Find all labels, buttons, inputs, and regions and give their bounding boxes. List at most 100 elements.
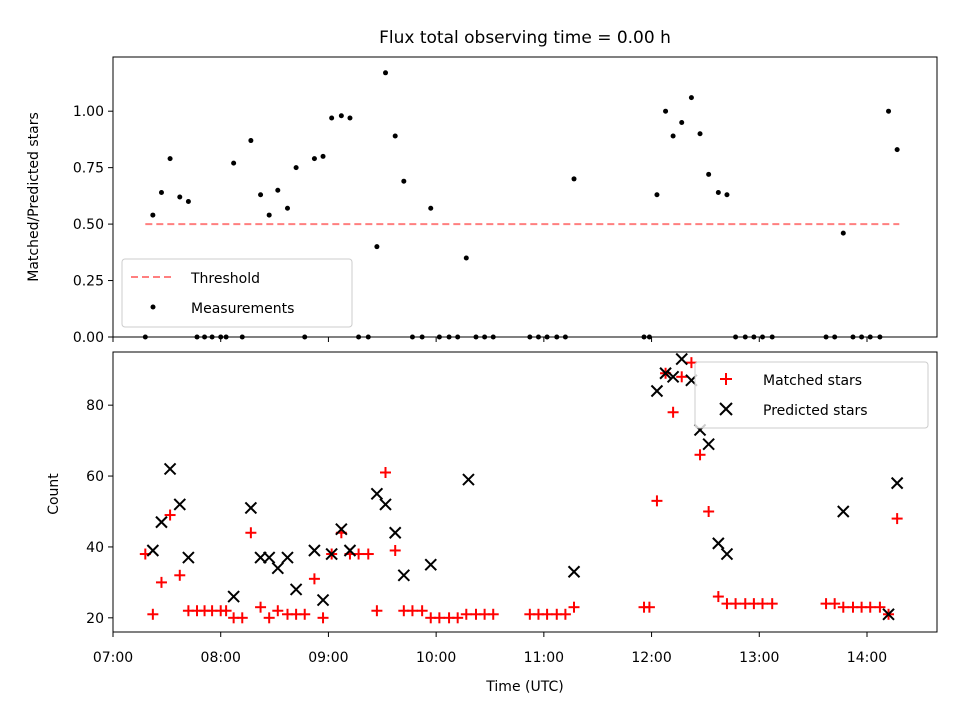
measurement-point [654, 192, 660, 198]
measurement-point [679, 119, 685, 125]
predicted-point [262, 551, 276, 564]
predicted-point [163, 462, 177, 476]
top-y-tick-label: 0.00 [73, 330, 104, 346]
measurement-point [167, 156, 173, 162]
matched-point [891, 513, 903, 525]
legend-threshold-label: Threshold [190, 271, 260, 287]
matched-point [147, 608, 159, 620]
matched-point [757, 598, 769, 610]
matched-point [667, 406, 679, 418]
measurement-point [392, 133, 398, 139]
measurement-point [311, 156, 317, 162]
top-y-tick-label: 0.75 [73, 161, 104, 177]
bottom-x-tick-label: 10:00 [416, 650, 456, 666]
measurement-point [258, 192, 264, 198]
measurement-point [706, 171, 712, 177]
measurement-point [374, 244, 380, 250]
measurement-point [401, 178, 407, 184]
measurement-point [266, 212, 272, 218]
top-title: Flux total observing time = 0.00 h [379, 28, 671, 48]
predicted-point [146, 544, 160, 557]
legend-predicted-label: Predicted stars [763, 403, 868, 419]
matched-point [255, 601, 267, 613]
measurement-point [724, 192, 730, 198]
matched-point [236, 612, 248, 624]
predicted-point [702, 437, 715, 451]
matched-point [703, 505, 715, 517]
predicted-point [370, 487, 384, 500]
predicted-point [271, 561, 285, 575]
matched-point [164, 509, 176, 521]
bottom-x-tick-label: 11:00 [524, 650, 564, 666]
matched-point [460, 608, 472, 620]
predicted-point [335, 523, 348, 536]
legend-measurements-label: Measurements [191, 301, 294, 317]
matched-point [766, 598, 778, 610]
legend-matched-label: Matched stars [763, 373, 862, 389]
predicted-point [424, 558, 437, 571]
matched-point [317, 612, 329, 624]
predicted-point [316, 593, 330, 607]
matched-point [416, 605, 428, 617]
measurement-point [663, 108, 669, 114]
predicted-point [343, 544, 357, 557]
matched-point [829, 598, 841, 610]
top-y-tick-label: 1.00 [73, 104, 104, 120]
predicted-point [666, 370, 680, 384]
bottom-ylabel: Count [46, 473, 62, 515]
measurement-point [275, 187, 281, 193]
bottom-y-tick-label: 80 [86, 398, 104, 414]
bottom-y-tick-label: 60 [86, 469, 104, 485]
measurement-point [158, 189, 164, 195]
measurement-point [670, 133, 676, 139]
measurement-point [463, 255, 469, 261]
predicted-point [173, 498, 186, 511]
bottom-xlabel: Time (UTC) [485, 679, 563, 695]
bottom-axes-frame [112, 351, 938, 633]
matched-point [694, 449, 706, 461]
predicted-point [882, 608, 895, 621]
top-legend-box [121, 258, 353, 328]
bottom-x-tick-label: 09:00 [308, 650, 348, 666]
bottom-y-tick-label: 20 [86, 611, 104, 627]
matched-point [174, 569, 186, 581]
matched-point [299, 608, 311, 620]
predicted-point [227, 590, 240, 603]
predicted-point [712, 537, 725, 550]
measurement-point [150, 212, 156, 218]
matched-point [245, 527, 257, 539]
bottom-x-tick-label: 07:00 [93, 650, 133, 666]
measurement-point [886, 108, 892, 114]
matched-point [541, 608, 553, 620]
matched-point [685, 357, 697, 369]
matched-point [730, 598, 742, 610]
matched-point [837, 601, 849, 613]
matched-point [676, 371, 688, 383]
measurement-point [284, 205, 290, 211]
predicted-point [462, 473, 475, 486]
matched-point [155, 576, 167, 588]
predicted-point [675, 352, 688, 366]
bottom-x-tick-label: 08:00 [201, 650, 241, 666]
legend-measurements-swatch [150, 304, 156, 310]
measurement-point [571, 176, 577, 182]
matched-point [389, 544, 401, 556]
bottom-x-tick-label: 13:00 [739, 650, 779, 666]
predicted-point [281, 551, 294, 564]
measurement-point [894, 147, 900, 153]
measurement-point [715, 189, 721, 195]
matched-point [864, 601, 876, 613]
matched-point [362, 548, 374, 560]
matched-point [487, 608, 499, 620]
matched-point [263, 612, 275, 624]
measurement-point [428, 205, 434, 211]
top-legend: Threshold Measurements [121, 258, 353, 328]
bottom-y-tick-label: 40 [86, 540, 104, 556]
bottom-x-ticks: 07:00 08:00 09:00 10:00 11:00 12:00 13:00 14:00 [93, 632, 887, 666]
measurement-point [320, 153, 326, 159]
top-axes-frame [112, 56, 938, 338]
predicted-point [890, 476, 904, 490]
predicted-point [155, 515, 168, 529]
matched-point [272, 605, 284, 617]
